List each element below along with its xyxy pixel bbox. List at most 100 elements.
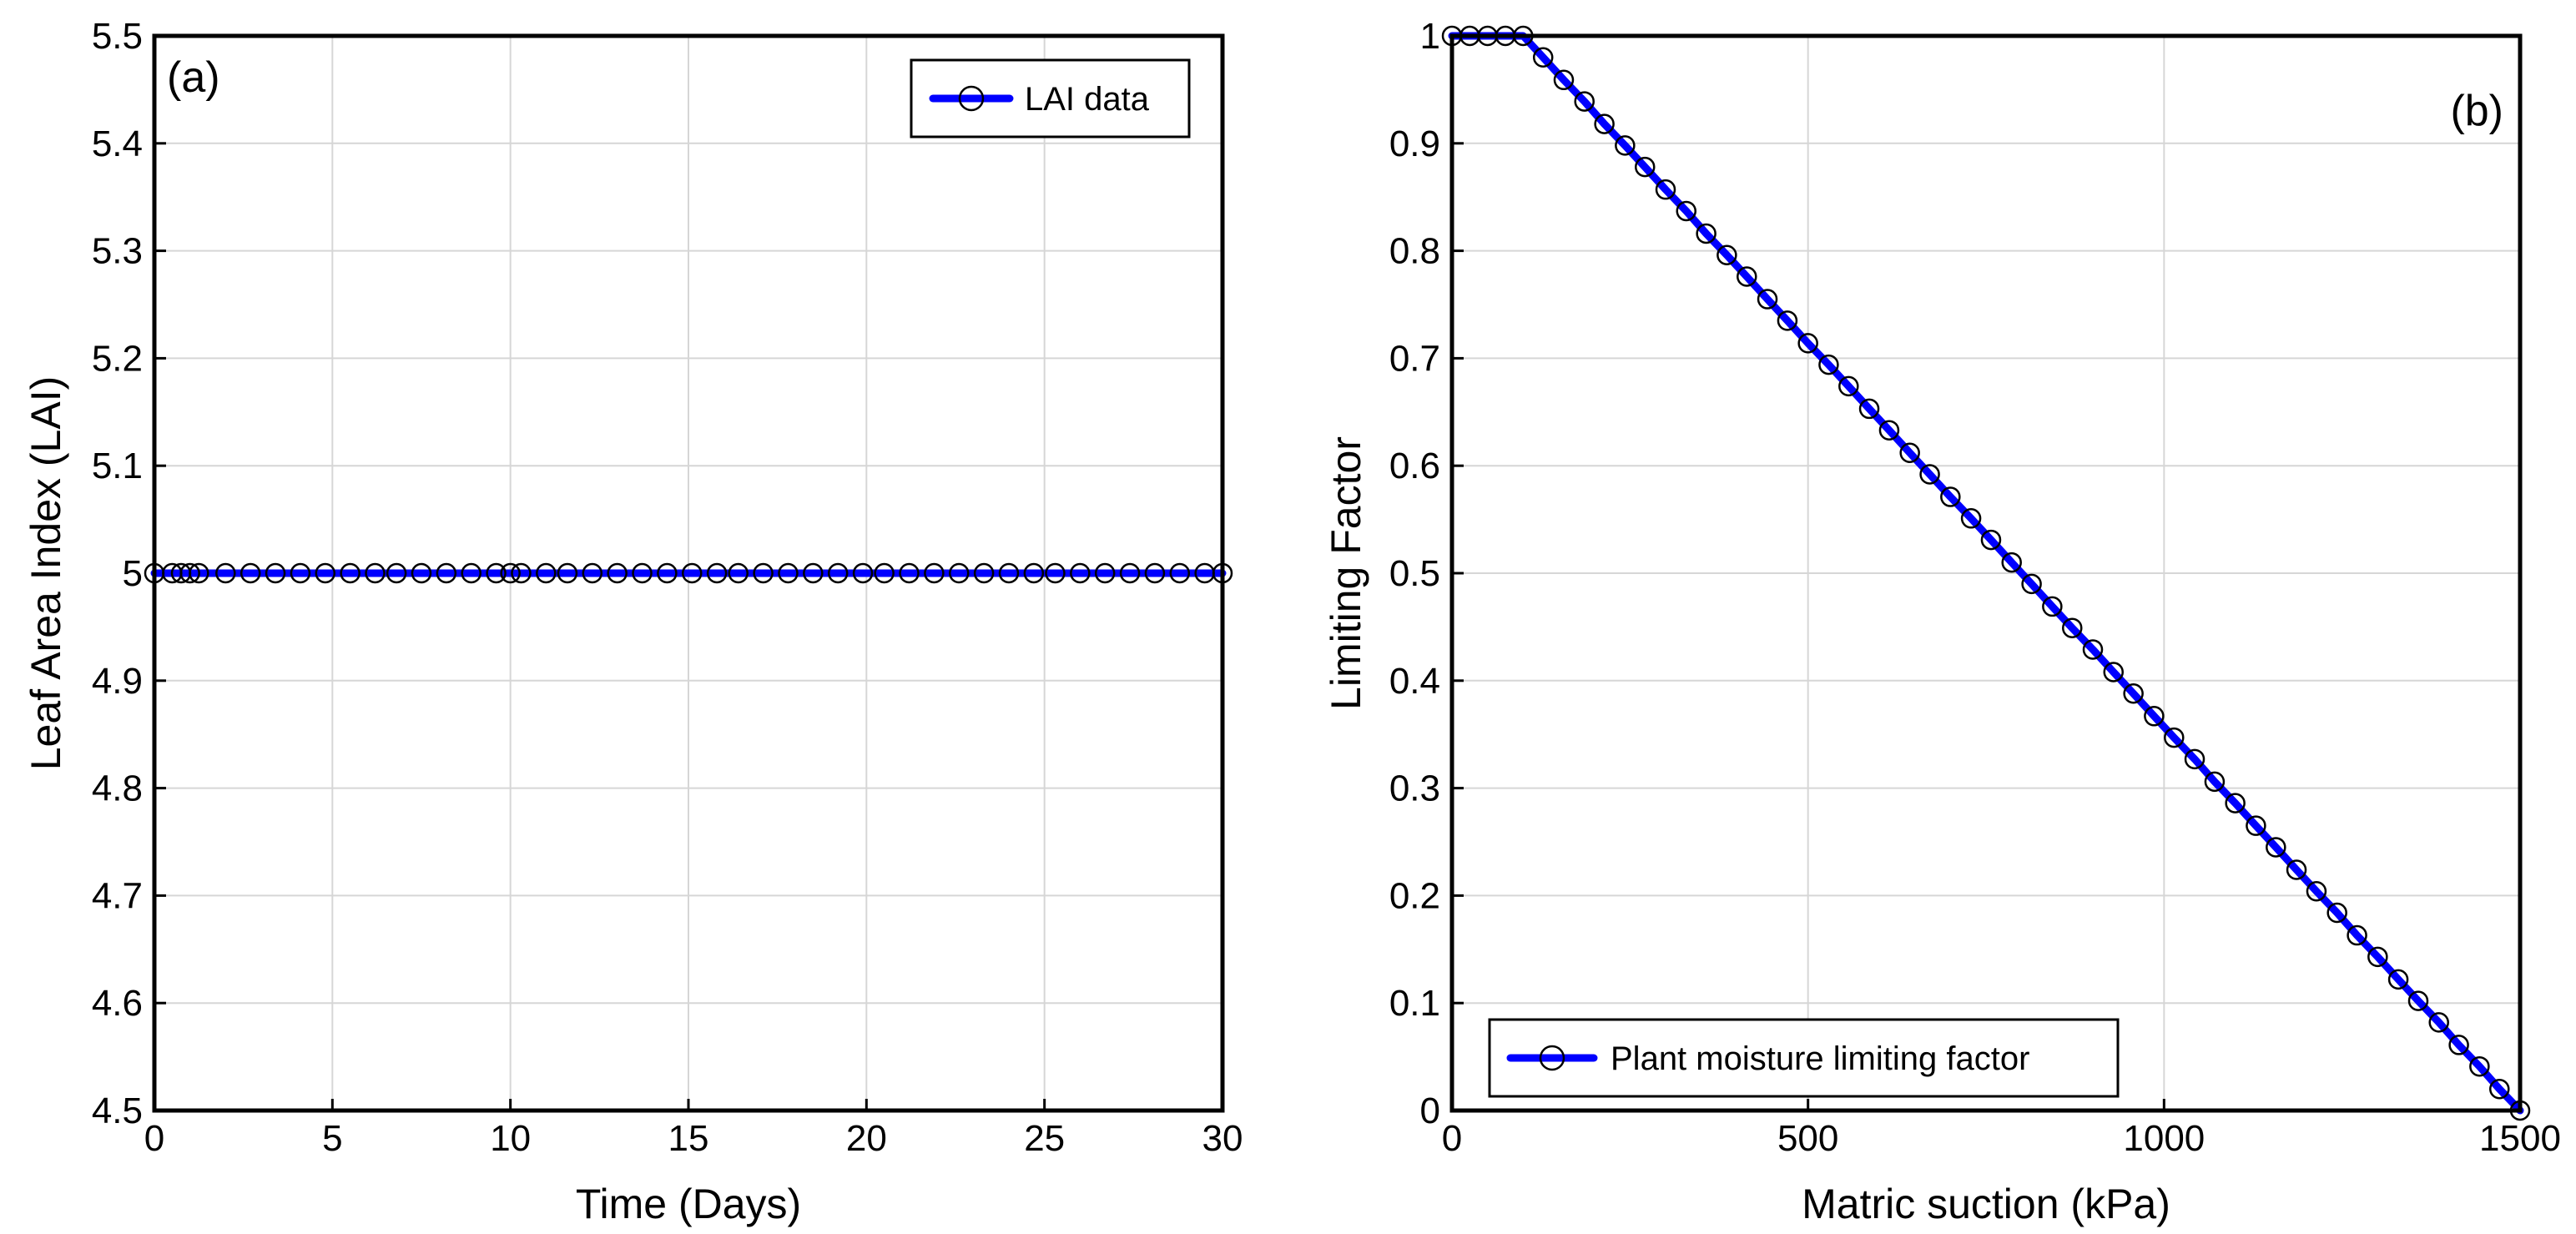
panel-a-data-point xyxy=(461,562,481,584)
panel-b-data-point xyxy=(2062,617,2083,638)
panel-a-y-tick-label: 4.5 xyxy=(92,1090,143,1131)
panel-b-data-point xyxy=(1777,310,1798,331)
panel-a-x-tick-label: 30 xyxy=(1202,1118,1243,1159)
panel-a-data-point xyxy=(632,562,653,584)
panel-b-y-tick-label: 1 xyxy=(1420,16,1440,57)
panel-a-data-point xyxy=(500,562,521,584)
panel-a-data-point xyxy=(1045,562,1066,584)
panel-a-data-point xyxy=(582,562,603,584)
panel-b-data-point xyxy=(1797,333,1818,354)
panel-b-data-point xyxy=(2001,552,2022,573)
panel-a-frame xyxy=(152,33,1225,1113)
panel-a-y-tick-label: 4.7 xyxy=(92,875,143,916)
panel-b-data-point xyxy=(1919,464,1940,485)
panel-a-data-point xyxy=(778,562,799,584)
panel-a-y-tick-label: 4.9 xyxy=(92,661,143,702)
panel-a-x-tick-label: 25 xyxy=(1024,1118,1065,1159)
panel-b-data-point xyxy=(2407,990,2429,1011)
panel-b-legend-text: Plant moisture limiting factor xyxy=(1611,1040,2029,1077)
panel-b-x-tick-label: 500 xyxy=(1777,1118,1838,1159)
panel-a-legend: LAI data xyxy=(910,58,1191,139)
panel-b-data-point xyxy=(1594,113,1615,134)
panel-b-data-point xyxy=(2103,662,2124,682)
panel-a-y-tick-label: 5 xyxy=(123,553,143,594)
panel-b-data-point xyxy=(2082,639,2104,660)
panel-b-data-point xyxy=(1655,179,1676,200)
panel-a-tick-labels: 0 5 10 15 20 25 30 4.5 4.6 4.7 4.8 4.9 5 5.1 5.2 5.3 5.4… xyxy=(92,16,1243,1159)
panel-a-xlabel: Time (Days) xyxy=(576,1181,801,1227)
panel-b-data-point xyxy=(2469,1055,2490,1077)
panel-b-data-point xyxy=(1980,529,2002,551)
panel-a-x-tick-label: 15 xyxy=(668,1118,709,1159)
panel-b-grid xyxy=(1452,36,2520,1111)
panel-a-series xyxy=(144,562,1233,584)
panel-a-data-point xyxy=(179,562,200,584)
panel-a-data-point xyxy=(340,562,360,584)
panel-b-data-point xyxy=(2184,748,2205,770)
panel-b-data-point xyxy=(2225,793,2246,813)
panel-a-data-point xyxy=(852,562,874,584)
panel-a-data-point xyxy=(536,562,557,584)
panel-a-data-point xyxy=(1070,562,1091,584)
panel-b-data-point xyxy=(1818,354,1839,375)
panel-b-data-point xyxy=(1899,442,1920,463)
panel-a-data-point xyxy=(511,562,532,584)
panel-a-data-point xyxy=(290,562,311,584)
panel-a-data-point xyxy=(1169,562,1191,584)
panel-a-data-point xyxy=(803,562,824,584)
panel-a-y-tick-label: 5.3 xyxy=(92,231,143,272)
panel-b-label: (b) xyxy=(2450,87,2503,135)
panel-a-data-point xyxy=(899,562,920,584)
panel-b-data-point xyxy=(2204,771,2226,793)
panel-a-y-tick-label: 5.1 xyxy=(92,446,143,486)
panel-a-legend-marker xyxy=(958,85,985,112)
panel-a-data-point xyxy=(411,562,432,584)
panel-b-data-point xyxy=(1635,156,1656,178)
panel-a-data-point xyxy=(657,562,678,584)
panel-b-legend: Plant moisture limiting factor xyxy=(1488,1018,2120,1098)
panel-a-data-point xyxy=(924,562,945,584)
panel-a-data-point xyxy=(436,562,457,584)
panel-b-y-tick-label: 0.2 xyxy=(1389,875,1440,916)
panel-a-data-point xyxy=(706,562,728,584)
panel-a-data-point xyxy=(827,562,849,584)
panel-b-data-point xyxy=(2326,902,2347,924)
panel-a-y-tick-label: 5.2 xyxy=(92,338,143,379)
panel-b-data-point xyxy=(2266,837,2286,858)
panel-a-data-point xyxy=(728,562,749,584)
panel-b-data-point xyxy=(2246,815,2266,836)
panel-b-y-tick-label: 0.4 xyxy=(1389,661,1440,702)
panel-a-label: (a) xyxy=(167,53,220,102)
panel-b-data-point xyxy=(1716,244,1737,266)
panel-a-data-point xyxy=(315,562,336,584)
panel-b-data-point xyxy=(2367,946,2388,968)
panel-b-data-point xyxy=(1960,508,1982,529)
panel-b-data-point xyxy=(2448,1035,2469,1055)
panel-a-data-point xyxy=(753,562,774,584)
panel-a-x-tick-label: 0 xyxy=(144,1118,164,1159)
panel-a-data-point xyxy=(189,562,209,584)
panel-a-data-point xyxy=(874,562,895,584)
panel-a-data-point xyxy=(682,562,703,584)
panel-a-data-point xyxy=(1119,562,1141,584)
panel-b-data-point xyxy=(1858,398,1880,420)
panel-b-data-point xyxy=(2021,573,2042,595)
panel-a-data-point xyxy=(949,562,970,584)
panel-b-data-point xyxy=(2286,859,2307,880)
panel-b-y-tick-label: 0.3 xyxy=(1389,768,1440,809)
panel-b-data-point xyxy=(1878,420,1900,441)
panel-b-data-point xyxy=(1737,266,1757,287)
panel-b-y-tick-label: 0.7 xyxy=(1389,338,1440,379)
panel-b-data-point xyxy=(1574,91,1595,112)
panel-b-data-point xyxy=(1940,486,1961,507)
panel-b: 0 500 1000 1500 0 0.1 0.2 0.3 0.4 0.5 0.6 0.7 0.8 0.9… xyxy=(1323,16,2561,1227)
panel-b-ylabel: Limiting Factor xyxy=(1323,436,1369,710)
panel-a-legend-text: LAI data xyxy=(1025,81,1150,118)
panel-b-data-point xyxy=(1696,223,1716,244)
panel-b-x-tick-label: 1000 xyxy=(2123,1118,2205,1159)
panel-a-data-point xyxy=(1023,562,1045,584)
panel-b-tick-labels: 0 500 1000 1500 0 0.1 0.2 0.3 0.4 0.5 0.6 0.7 0.8 0.9… xyxy=(1389,16,2561,1159)
panel-b-data-point xyxy=(1838,375,1859,397)
panel-b-data-point xyxy=(2489,1078,2510,1100)
